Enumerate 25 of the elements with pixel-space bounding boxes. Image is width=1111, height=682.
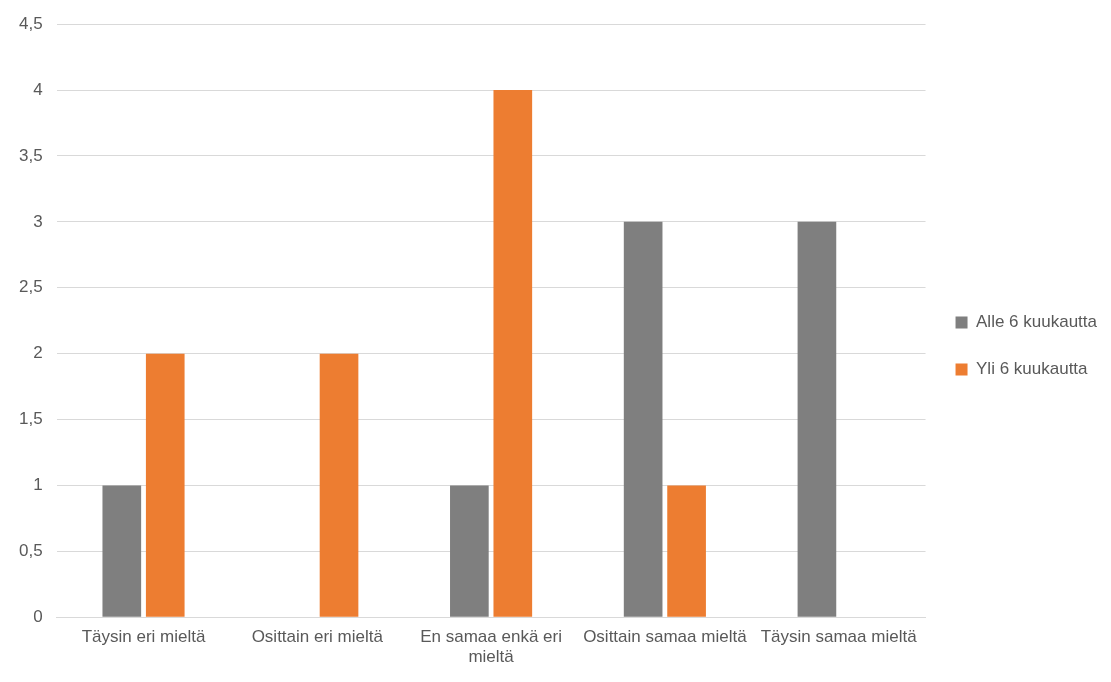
bar: [623, 221, 663, 617]
legend-label: Yli 6 kuukautta: [976, 359, 1089, 379]
bar: [450, 485, 489, 617]
y-tick-label: 4,5: [18, 13, 43, 33]
x-tick-label: Osittain samaa mieltä: [583, 627, 748, 647]
x-tick-label: En samaa enkä eri mieltä: [420, 627, 562, 667]
y-tick-label: 0,5: [18, 541, 43, 560]
x-tick-label: Täysin eri mieltä: [81, 627, 206, 647]
y-tick-label: 1,5: [18, 409, 43, 429]
legend-label: Alle 6 kuukautta: [976, 312, 1098, 332]
y-tick-label: 4: [33, 79, 43, 99]
bar: [493, 90, 533, 617]
bar: [797, 221, 837, 617]
x-tick-label: Täysin samaa mieltä: [760, 627, 918, 647]
bar: [145, 353, 185, 617]
y-tick-label: 1: [33, 475, 43, 495]
y-tick-label: 0: [33, 606, 43, 626]
bar: [667, 485, 706, 617]
y-tick-label: 2: [33, 343, 43, 363]
x-tick-label: Osittain eri mieltä: [251, 627, 384, 647]
bar: [102, 485, 142, 617]
y-tick-label: 2,5: [18, 277, 43, 297]
y-tick-label: 3,5: [18, 145, 43, 165]
y-tick-label: 3: [33, 211, 43, 231]
bar: [319, 353, 359, 617]
